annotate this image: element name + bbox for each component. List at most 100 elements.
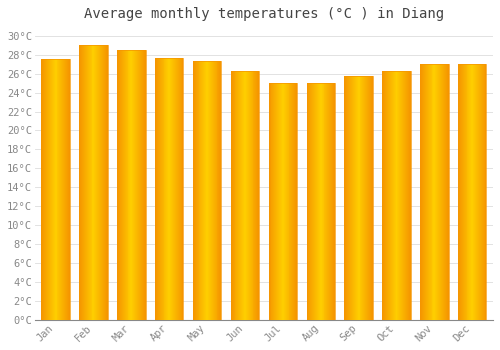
Bar: [216, 61, 218, 320]
Bar: [120, 50, 121, 320]
Bar: [286, 83, 288, 320]
Bar: [205, 61, 206, 320]
Bar: [463, 64, 464, 320]
Bar: [355, 77, 356, 320]
Bar: [247, 71, 248, 320]
Bar: [354, 77, 355, 320]
Bar: [356, 77, 358, 320]
Bar: [330, 83, 331, 320]
Bar: [47, 60, 48, 320]
Bar: [46, 60, 47, 320]
Bar: [166, 57, 168, 320]
Bar: [118, 50, 119, 320]
Bar: [333, 83, 334, 320]
Bar: [385, 71, 386, 320]
Bar: [294, 83, 295, 320]
Bar: [169, 57, 170, 320]
Bar: [372, 77, 373, 320]
Bar: [180, 57, 182, 320]
Bar: [462, 64, 463, 320]
Bar: [427, 64, 428, 320]
Bar: [168, 57, 169, 320]
Bar: [236, 71, 238, 320]
Bar: [195, 61, 196, 320]
Bar: [459, 64, 460, 320]
Bar: [387, 71, 388, 320]
Bar: [270, 83, 272, 320]
Bar: [426, 64, 427, 320]
Bar: [213, 61, 214, 320]
Bar: [86, 45, 87, 320]
Bar: [84, 45, 85, 320]
Bar: [473, 64, 474, 320]
Bar: [134, 50, 135, 320]
Bar: [268, 83, 297, 320]
Bar: [383, 71, 384, 320]
Bar: [278, 83, 279, 320]
Bar: [371, 77, 372, 320]
Bar: [87, 45, 88, 320]
Bar: [425, 64, 426, 320]
Bar: [92, 45, 94, 320]
Bar: [245, 71, 246, 320]
Bar: [103, 45, 104, 320]
Bar: [196, 61, 198, 320]
Bar: [475, 64, 476, 320]
Bar: [97, 45, 98, 320]
Bar: [65, 60, 66, 320]
Bar: [424, 64, 425, 320]
Bar: [170, 57, 171, 320]
Bar: [408, 71, 409, 320]
Bar: [162, 57, 164, 320]
Bar: [322, 83, 324, 320]
Bar: [230, 71, 259, 320]
Bar: [460, 64, 461, 320]
Bar: [442, 64, 443, 320]
Bar: [274, 83, 276, 320]
Bar: [407, 71, 408, 320]
Bar: [437, 64, 438, 320]
Bar: [423, 64, 424, 320]
Bar: [367, 77, 368, 320]
Bar: [434, 64, 436, 320]
Bar: [268, 83, 270, 320]
Bar: [172, 57, 173, 320]
Bar: [202, 61, 203, 320]
Bar: [173, 57, 174, 320]
Bar: [250, 71, 252, 320]
Bar: [290, 83, 292, 320]
Bar: [98, 45, 99, 320]
Bar: [56, 60, 58, 320]
Bar: [344, 77, 373, 320]
Bar: [105, 45, 106, 320]
Bar: [403, 71, 404, 320]
Bar: [272, 83, 274, 320]
Bar: [480, 64, 482, 320]
Bar: [439, 64, 440, 320]
Bar: [458, 64, 486, 320]
Bar: [240, 71, 241, 320]
Bar: [83, 45, 84, 320]
Bar: [48, 60, 49, 320]
Bar: [428, 64, 430, 320]
Bar: [104, 45, 105, 320]
Bar: [346, 77, 347, 320]
Bar: [405, 71, 406, 320]
Bar: [422, 64, 423, 320]
Bar: [281, 83, 282, 320]
Bar: [478, 64, 479, 320]
Bar: [360, 77, 362, 320]
Bar: [319, 83, 320, 320]
Bar: [470, 64, 472, 320]
Bar: [326, 83, 328, 320]
Bar: [124, 50, 126, 320]
Bar: [436, 64, 437, 320]
Bar: [466, 64, 468, 320]
Bar: [88, 45, 90, 320]
Bar: [204, 61, 205, 320]
Bar: [317, 83, 318, 320]
Bar: [388, 71, 389, 320]
Bar: [288, 83, 290, 320]
Bar: [140, 50, 141, 320]
Bar: [441, 64, 442, 320]
